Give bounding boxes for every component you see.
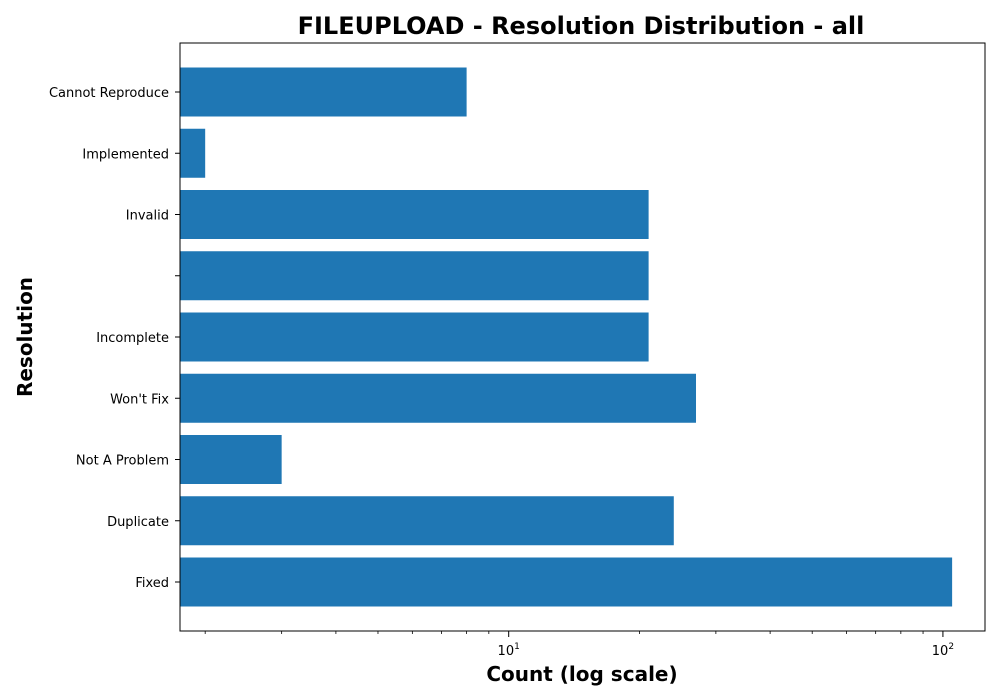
x-tick-label-0: 101 (498, 642, 520, 659)
y-axis-ticks: Fixed Duplicate Not A Problem Won't Fix Inco… (49, 86, 180, 591)
x-axis-ticks: 101 102 (204, 631, 954, 659)
y-tick-label-8: Cannot Reproduce (49, 86, 169, 101)
y-tick-label-7: Implemented (82, 147, 169, 162)
x-axis-label: Count (log scale) (486, 662, 677, 686)
y-tick-label-3: Won't Fix (110, 392, 169, 407)
bar-1 (180, 496, 674, 546)
y-axis-label: Resolution (13, 277, 37, 397)
chart-title: FILEUPLOAD - Resolution Distribution - a… (298, 12, 865, 40)
bar-7 (180, 128, 206, 178)
y-tick-label-6: Invalid (126, 209, 169, 224)
bar-8 (180, 67, 467, 117)
y-tick-label-4: Incomplete (96, 331, 169, 346)
bar-0 (180, 557, 953, 607)
plot-frame (179, 42, 986, 632)
x-tick-label-1: 102 (932, 642, 954, 659)
bar-2 (180, 435, 282, 484)
y-tick-label-1: Duplicate (107, 515, 169, 530)
bar-6 (180, 190, 649, 239)
bar-5 (180, 251, 649, 301)
y-tick-label-2: Not A Problem (76, 454, 169, 469)
bars-group (180, 67, 953, 607)
bar-4 (180, 312, 649, 362)
bar-3 (180, 373, 697, 423)
y-tick-label-0: Fixed (135, 576, 169, 591)
